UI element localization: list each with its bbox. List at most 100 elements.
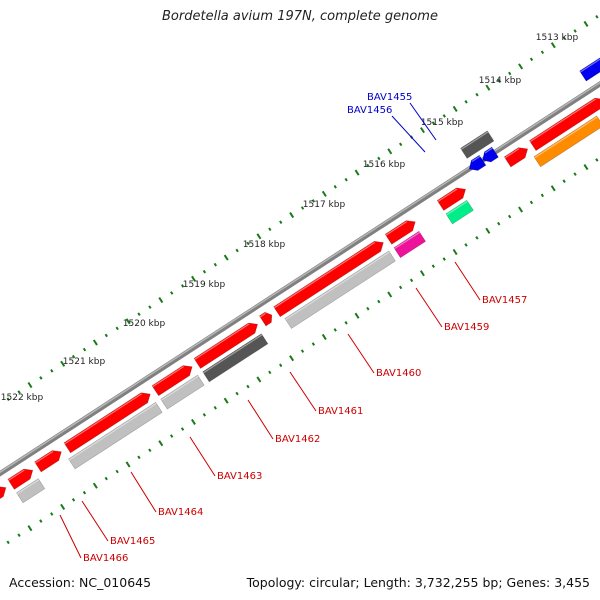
gene-bav1463-light-body [160, 374, 205, 410]
tick-mark [529, 200, 534, 205]
gene-bav1466-forward [7, 468, 34, 490]
gene-layer [0, 57, 600, 504]
tick-mark [595, 158, 599, 162]
tick-mark [409, 278, 414, 283]
gene-bav1466-forward-highlight [8, 469, 25, 481]
map-title: Bordetella avium 197N, complete genome [162, 9, 438, 24]
gene-bav1459-forward-highlight [385, 221, 408, 236]
tick-mark [387, 148, 393, 155]
tick-mark [442, 114, 446, 118]
gene-bav1464-light-highlight [68, 402, 157, 461]
tick-mark [550, 42, 556, 49]
gene-label-text: BAV1461 [318, 406, 363, 417]
tick-mark [39, 376, 43, 380]
tick-mark [170, 291, 174, 295]
tick-mark [311, 342, 316, 346]
gene-bav1464-forward [63, 392, 151, 454]
tick-mark [71, 354, 76, 359]
gene-bav1463-forward-body [151, 365, 193, 397]
gene-orange-reverse-highlight [534, 116, 598, 159]
tick-mark [344, 321, 348, 325]
tick-mark [17, 390, 21, 394]
tick-label-1518-kbp: 1518 kbp [243, 240, 286, 250]
tick-mark [311, 199, 316, 203]
tick-mark [246, 384, 250, 389]
tick-mark [518, 206, 524, 213]
gene-bav1464-light [68, 401, 163, 470]
gene-bav1456-blue-b-body [468, 154, 487, 171]
tick-mark [104, 476, 108, 481]
tick-mark [202, 269, 207, 274]
gene-bav1463-forward [151, 365, 193, 397]
gene-bav1465-forward [34, 450, 62, 473]
gene-bav1456-blue-a-highlight [484, 147, 493, 154]
gene-bav1460-gray [284, 250, 396, 329]
gene-bav1462-forward-body [193, 322, 258, 369]
tick-mark [464, 100, 468, 104]
tick-mark [50, 512, 54, 516]
tick-mark [60, 360, 66, 367]
tick-mark [104, 333, 108, 338]
gene-bav1462-dark [202, 333, 269, 383]
tick-mark [268, 370, 272, 375]
tick-mark [223, 254, 229, 261]
gene-bav1457-green-highlight [446, 200, 468, 216]
leader-line [415, 287, 443, 328]
gene-top-right-blue [579, 57, 600, 82]
gene-bav1463-forward-highlight [152, 366, 185, 388]
tick-layer: 1513 kbp 1514 kbp 1515 kbp 1516 kbp 1517 kbp… [1, 15, 599, 545]
gene-orange-reverse-body [533, 115, 600, 168]
tick-mark [148, 448, 152, 453]
gene-bav1464-forward-highlight [64, 393, 143, 445]
leader-line [289, 371, 317, 412]
tick-mark [344, 177, 348, 182]
gene-label-bav1456: BAV1456 [347, 105, 426, 153]
gene-top-right-blue-body [579, 57, 600, 82]
tick-mark [583, 163, 589, 171]
tick-mark [398, 285, 403, 290]
tick-mark [300, 206, 305, 210]
gene-bav1457-green-body [445, 199, 474, 225]
tick-mark [82, 490, 87, 495]
gene-bav1460-gray-highlight [285, 251, 390, 320]
gene-bav1464-forward-body [63, 392, 151, 454]
tick-mark [573, 29, 577, 33]
tick-mark [289, 355, 295, 362]
tick-mark [289, 212, 295, 219]
tick-mark [202, 413, 207, 417]
gene-bav1466-light [16, 478, 46, 504]
gene-bav1461-forward-body [258, 311, 273, 327]
tick-mark [366, 163, 370, 168]
tick-mark [235, 248, 239, 253]
tick-mark [562, 36, 566, 40]
leader-line [189, 436, 216, 477]
tick-mark [321, 190, 327, 197]
gene-bav1455-dark-highlight [460, 131, 489, 150]
tick-mark [354, 312, 360, 319]
tick-mark [507, 214, 512, 219]
tick-mark [540, 50, 545, 55]
tick-mark [92, 339, 98, 346]
tick-mark [92, 482, 98, 489]
accession-text: Accession: NC_010645 [9, 575, 152, 590]
gene-bav1463-light [160, 374, 205, 410]
leader-line [247, 399, 274, 440]
tick-mark [419, 270, 425, 277]
gene-label-bav1455: BAV1455 [367, 92, 437, 141]
gene-bav1459-forward [384, 220, 416, 245]
tick-ring-inner [6, 158, 599, 545]
tick-mark [137, 312, 141, 317]
tick-label-1517-kbp: 1517 kbp [303, 200, 346, 210]
tick-mark [366, 306, 370, 311]
tick-mark [333, 328, 337, 332]
tick-mark [246, 241, 250, 246]
gene-label-text: BAV1455 [367, 92, 412, 103]
gene-bav1466-light-highlight [16, 479, 40, 495]
tick-mark [420, 127, 425, 134]
gene-right-top-forward-highlight [529, 98, 596, 143]
tick-mark [158, 296, 164, 304]
tick-mark [431, 264, 435, 268]
tick-mark [529, 57, 534, 62]
gene-right-top-forward [528, 97, 600, 152]
